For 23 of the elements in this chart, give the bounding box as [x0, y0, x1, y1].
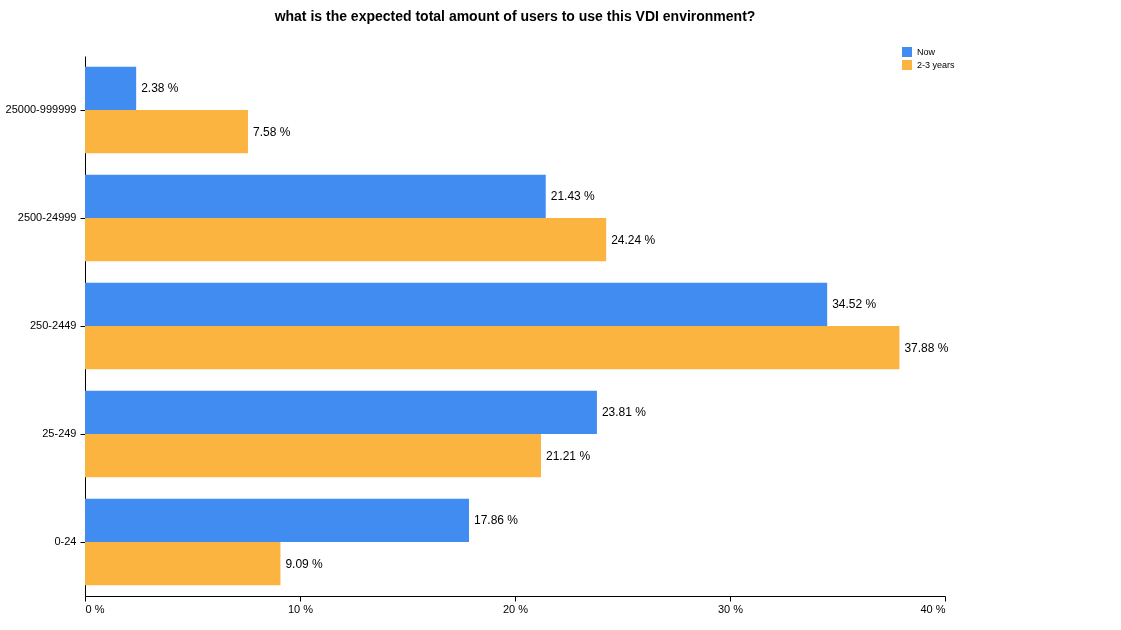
- x-tick-label: 0 %: [85, 602, 105, 615]
- legend-label: 2-3 years: [917, 60, 956, 70]
- data-label: 37.88 %: [904, 340, 949, 355]
- y-tick-label: 25000-999999: [5, 103, 77, 115]
- x-tick-label: 10 %: [287, 602, 314, 615]
- data-label: 9.09 %: [285, 556, 324, 571]
- data-label: 34.52 %: [832, 297, 877, 312]
- data-label: 23.81 %: [601, 405, 647, 420]
- y-tick-label: 0-24: [54, 535, 77, 547]
- y-tick-label: 250-2449: [30, 319, 77, 331]
- data-label: 21.43 %: [550, 189, 596, 204]
- data-label: 17.86 %: [473, 513, 519, 528]
- data-label: 21.21 %: [546, 448, 591, 463]
- data-label: 7.58 %: [252, 124, 291, 139]
- x-tick-label: 20 %: [502, 602, 529, 615]
- chart-title: what is the expected total amount of users to use this VDI environment?: [273, 8, 756, 24]
- y-tick-label: 2500-24999: [17, 211, 77, 223]
- x-tick-label: 30 %: [717, 602, 744, 615]
- y-tick-label: 25-249: [42, 427, 77, 439]
- legend-label: Now: [917, 47, 936, 57]
- data-label: 24.24 %: [611, 232, 656, 247]
- data-label: 2.38 %: [141, 81, 179, 96]
- x-tick-label: 40 %: [920, 602, 946, 615]
